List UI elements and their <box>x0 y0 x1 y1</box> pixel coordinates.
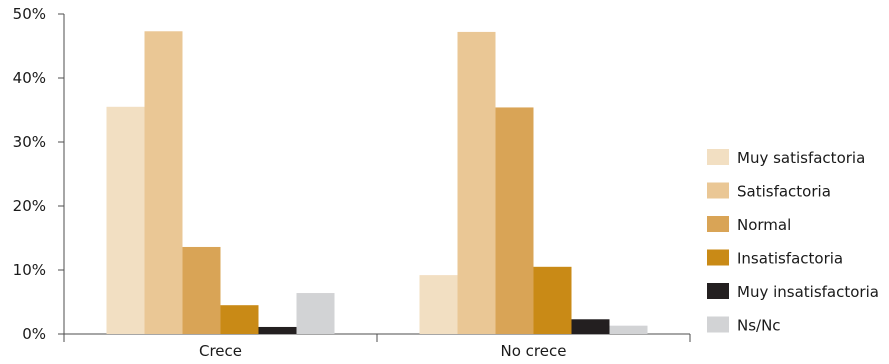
legend-label: Ns/Nc <box>737 317 781 335</box>
legend-label: Satisfactoria <box>737 183 831 201</box>
legend-label: Insatisfactoria <box>737 250 843 268</box>
y-tick-label: 20% <box>13 197 46 215</box>
bar-crece-insatisfactoria <box>220 305 259 334</box>
y-tick-label: 40% <box>13 69 46 87</box>
bar-crece-normal <box>182 246 221 334</box>
bar-no-crece-normal <box>495 107 534 334</box>
legend-swatch <box>707 149 729 165</box>
axes: 0% 10% 20% 30% 40% 50% Crece No crece <box>13 5 691 360</box>
legend-label: Normal <box>737 216 791 234</box>
y-tick-label: 0% <box>22 325 46 343</box>
bar-no-crece-muy-satisfactoria <box>419 275 458 334</box>
legend-swatch <box>707 283 729 299</box>
y-tick-label: 50% <box>13 5 46 23</box>
legend-label: Muy insatisfactoria <box>737 283 879 301</box>
bar-no-crece-insatisfactoria <box>533 266 572 334</box>
bar-crece-muy-insatisfactoria <box>258 326 297 334</box>
bar-crece-satisfactoria <box>144 31 183 335</box>
legend-swatch <box>707 182 729 199</box>
legend-swatch <box>707 316 729 333</box>
y-tick-label: 30% <box>13 133 46 151</box>
bar-crece-muy-satisfactoria <box>106 106 145 334</box>
legend-swatch <box>707 249 729 266</box>
bar-no-crece-satisfactoria <box>457 31 496 334</box>
bar-crece-ns-nc <box>296 293 335 334</box>
x-category-label: Crece <box>199 342 242 360</box>
bar-no-crece-ns-nc <box>609 325 648 334</box>
legend-label: Muy satisfactoria <box>737 149 865 167</box>
x-category-label: No crece <box>501 342 567 360</box>
bars <box>106 31 648 335</box>
y-tick-label: 10% <box>13 261 46 279</box>
legend: Muy satisfactoria Satisfactoria Normal Insa… <box>707 149 879 335</box>
bar-no-crece-muy-insatisfactoria <box>571 319 610 334</box>
legend-swatch <box>707 216 729 232</box>
